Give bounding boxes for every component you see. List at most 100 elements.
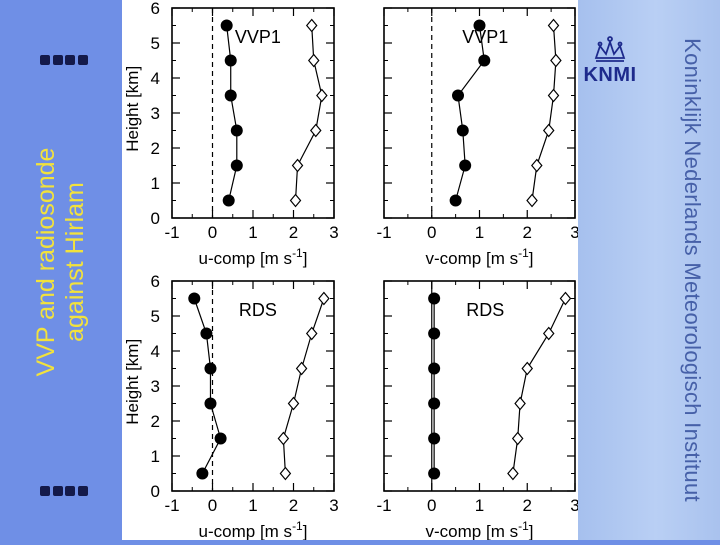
data-point-diamond [318,291,330,306]
x-tick-label: -1 [376,496,391,515]
data-point-diamond [289,193,302,208]
data-point-circle [459,159,472,172]
slide-title: VVP and radiosonde against Hirlam [32,148,90,377]
data-point-diamond [542,326,555,341]
panel-label: RDS [239,300,277,320]
x-tick-label: 0 [208,496,217,515]
data-point-diamond [316,88,328,103]
y-tick-label: 4 [151,342,160,361]
y-tick-label: 1 [151,447,160,466]
y-tick-label: 3 [151,104,160,123]
bullet-dots-top [40,55,88,65]
data-point-diamond [531,158,543,173]
x-tick-label: 2 [289,496,298,515]
data-point-diamond [511,431,524,446]
series-line [294,25,323,201]
series-line [282,298,325,474]
data-point-diamond [507,466,519,481]
data-point-diamond [550,53,562,68]
data-point-diamond [307,53,320,68]
y-tick-label: 2 [151,412,160,431]
x-tick-label: 2 [523,496,532,515]
series-line [226,25,238,201]
x-tick-label: -1 [164,223,179,242]
data-point-diamond [521,361,534,376]
data-point-circle [196,467,209,480]
x-tick-label: 3 [329,223,338,242]
x-tick-label: 0 [427,496,436,515]
data-point-diamond [287,396,300,411]
data-point-diamond [279,466,292,481]
y-tick-label: 5 [151,34,160,53]
data-point-circle [230,159,243,172]
data-point-diamond [547,18,560,33]
figure-area: 0 1 2 3 4 5 6 -1 0 1 2 3 VVP1 u-comp [m s-1] Height [k… [122,0,580,541]
data-point-circle [214,432,227,445]
data-point-circle [428,327,441,340]
panel-label: VVP1 [235,27,281,47]
data-point-circle [200,327,213,340]
data-point-diamond [514,396,526,411]
data-point-diamond [305,326,318,341]
y-tick-label: 4 [151,69,160,88]
x-tick-label: 1 [248,223,257,242]
bullet-dots-bottom [40,486,88,496]
x-tick-label: -1 [376,223,391,242]
y-tick-label: 0 [151,209,160,228]
x-tick-label: 3 [570,223,578,242]
x-tick-label: 0 [427,223,436,242]
x-tick-label: 3 [329,496,338,515]
y-tick-label: 2 [151,139,160,158]
data-point-circle [224,89,237,102]
series-line [455,25,485,201]
x-axis-label: v-comp [m s-1] [426,519,534,540]
data-point-diamond [559,291,572,306]
x-tick-label: 1 [475,223,484,242]
knmi-logo: KNMI [582,34,638,88]
x-tick-label: 2 [289,223,298,242]
x-tick-label: 3 [570,496,578,515]
data-point-diamond [547,88,560,103]
series-line [531,25,557,201]
data-point-circle [452,89,465,102]
left-sidebar [0,0,122,540]
data-point-diamond [291,158,304,173]
data-point-circle [449,194,462,207]
data-point-circle [428,292,441,305]
data-point-circle [428,362,441,375]
data-point-circle [222,194,235,207]
data-point-diamond [295,361,308,376]
panel-label: RDS [466,300,504,320]
y-axis-label: Height [km] [123,66,142,152]
panel-bottom-right: -1 0 1 2 3 RDS v-comp [m s-1] [376,280,580,541]
data-point-circle [220,19,233,32]
data-point-circle [188,292,201,305]
crown-icon [594,36,626,62]
right-sidebar [578,0,720,540]
data-point-diamond [305,18,318,33]
data-point-circle [473,19,486,32]
data-point-circle [224,54,237,67]
y-tick-label: 5 [151,307,160,326]
y-tick-label: 3 [151,377,160,396]
logo-text: KNMI [583,64,637,86]
data-point-diamond [309,123,322,138]
data-point-diamond [542,123,555,138]
x-tick-label: 1 [248,496,257,515]
x-axis-label: u-comp [m s-1] [199,519,308,540]
institute-name: Koninklijk Nederlands Meteorologisch Ins… [680,38,705,502]
data-point-circle [204,362,217,375]
series-line [193,298,222,474]
panel-top-right: -1 0 1 2 3 VVP1 v-comp [m s-1] [376,7,580,268]
y-tick-label: 0 [151,482,160,501]
data-point-circle [428,432,441,445]
y-tick-label: 1 [151,174,160,193]
data-point-diamond [277,431,290,446]
data-point-diamond [526,193,538,208]
x-axis-label: u-comp [m s-1] [199,246,308,268]
x-tick-label: -1 [164,496,179,515]
data-point-circle [230,124,243,137]
